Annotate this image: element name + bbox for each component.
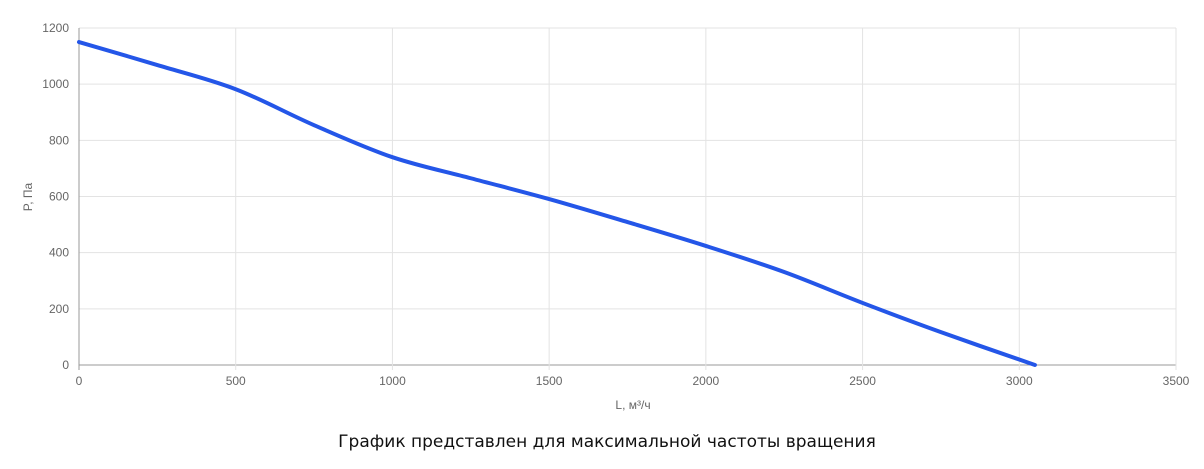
y-tick-label: 400 <box>49 246 69 260</box>
x-tick-label: 500 <box>226 374 246 388</box>
x-tick-label: 0 <box>76 374 83 388</box>
y-axis-label: P, Па <box>21 182 35 211</box>
x-tick-label: 2500 <box>849 374 876 388</box>
x-tick-label: 3500 <box>1163 374 1190 388</box>
x-axis-label: L, м³/ч <box>615 398 650 412</box>
x-tick-label: 1000 <box>379 374 406 388</box>
y-tick-label: 200 <box>49 302 69 316</box>
caption: График представлен для максимальной част… <box>338 432 876 452</box>
line <box>77 40 1037 367</box>
x-tick-label: 2000 <box>693 374 720 388</box>
x-tick-label: 3000 <box>1006 374 1033 388</box>
y-tick-label: 600 <box>49 190 69 204</box>
y-tick-label: 0 <box>62 358 69 372</box>
y-tick-label: 1000 <box>42 77 69 91</box>
x-tick-label: 1500 <box>536 374 563 388</box>
y-tick-label: 800 <box>49 133 69 147</box>
y-tick-label: 1200 <box>42 21 69 35</box>
